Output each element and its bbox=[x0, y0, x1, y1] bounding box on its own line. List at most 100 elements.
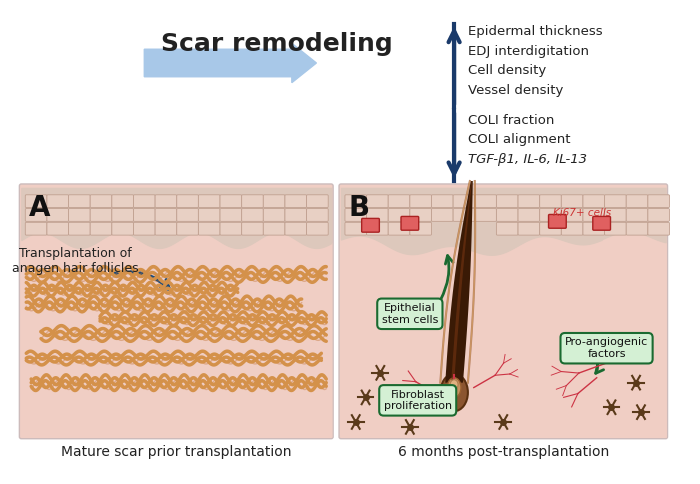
Polygon shape bbox=[445, 181, 472, 383]
FancyBboxPatch shape bbox=[583, 209, 605, 221]
FancyArrow shape bbox=[144, 44, 316, 83]
FancyBboxPatch shape bbox=[475, 209, 496, 221]
FancyBboxPatch shape bbox=[241, 195, 263, 208]
Ellipse shape bbox=[450, 379, 458, 390]
FancyBboxPatch shape bbox=[198, 195, 220, 208]
FancyBboxPatch shape bbox=[605, 222, 626, 235]
FancyBboxPatch shape bbox=[112, 195, 134, 208]
Text: COLI alignment: COLI alignment bbox=[468, 133, 570, 146]
FancyBboxPatch shape bbox=[626, 209, 648, 221]
FancyBboxPatch shape bbox=[25, 209, 47, 221]
Text: B: B bbox=[349, 194, 370, 222]
FancyBboxPatch shape bbox=[69, 222, 90, 235]
FancyBboxPatch shape bbox=[362, 218, 379, 232]
FancyBboxPatch shape bbox=[605, 209, 626, 221]
FancyBboxPatch shape bbox=[176, 209, 198, 221]
FancyBboxPatch shape bbox=[176, 222, 198, 235]
FancyBboxPatch shape bbox=[112, 222, 134, 235]
FancyBboxPatch shape bbox=[648, 209, 669, 221]
FancyBboxPatch shape bbox=[285, 209, 307, 221]
FancyBboxPatch shape bbox=[561, 209, 583, 221]
Ellipse shape bbox=[447, 378, 461, 397]
FancyBboxPatch shape bbox=[134, 209, 155, 221]
FancyBboxPatch shape bbox=[220, 195, 242, 208]
FancyBboxPatch shape bbox=[47, 195, 69, 208]
FancyBboxPatch shape bbox=[410, 209, 431, 221]
FancyBboxPatch shape bbox=[69, 209, 90, 221]
FancyBboxPatch shape bbox=[198, 209, 220, 221]
FancyBboxPatch shape bbox=[25, 195, 47, 208]
FancyBboxPatch shape bbox=[518, 209, 540, 221]
Text: Pro-angiogenic
factors: Pro-angiogenic factors bbox=[565, 337, 648, 359]
FancyBboxPatch shape bbox=[593, 216, 610, 230]
Ellipse shape bbox=[440, 374, 468, 411]
Text: Mature scar prior transplantation: Mature scar prior transplantation bbox=[61, 445, 291, 459]
Text: Epidermal thickness: Epidermal thickness bbox=[468, 25, 603, 38]
FancyBboxPatch shape bbox=[134, 195, 155, 208]
FancyBboxPatch shape bbox=[90, 195, 112, 208]
FancyBboxPatch shape bbox=[496, 209, 518, 221]
FancyBboxPatch shape bbox=[134, 222, 155, 235]
FancyBboxPatch shape bbox=[389, 222, 410, 235]
Text: Epithelial
stem cells: Epithelial stem cells bbox=[382, 303, 438, 325]
FancyBboxPatch shape bbox=[583, 195, 605, 208]
FancyBboxPatch shape bbox=[90, 222, 112, 235]
Text: EDJ interdigitation: EDJ interdigitation bbox=[468, 45, 589, 58]
FancyBboxPatch shape bbox=[583, 222, 605, 235]
Text: TGF-β1, IL-6, IL-13: TGF-β1, IL-6, IL-13 bbox=[468, 153, 587, 166]
FancyBboxPatch shape bbox=[285, 195, 307, 208]
Text: COLI fraction: COLI fraction bbox=[468, 114, 554, 126]
Text: Cell density: Cell density bbox=[468, 64, 546, 77]
FancyBboxPatch shape bbox=[220, 222, 242, 235]
FancyBboxPatch shape bbox=[155, 222, 176, 235]
FancyBboxPatch shape bbox=[367, 209, 389, 221]
FancyBboxPatch shape bbox=[339, 184, 668, 439]
FancyBboxPatch shape bbox=[648, 222, 669, 235]
FancyBboxPatch shape bbox=[155, 209, 176, 221]
FancyBboxPatch shape bbox=[198, 222, 220, 235]
FancyBboxPatch shape bbox=[389, 195, 410, 208]
Text: Fibroblast
proliferation: Fibroblast proliferation bbox=[384, 390, 452, 411]
FancyBboxPatch shape bbox=[561, 195, 583, 208]
Text: A: A bbox=[29, 194, 50, 222]
FancyBboxPatch shape bbox=[431, 195, 453, 208]
FancyBboxPatch shape bbox=[389, 209, 410, 221]
FancyBboxPatch shape bbox=[307, 222, 328, 235]
FancyBboxPatch shape bbox=[307, 209, 328, 221]
FancyBboxPatch shape bbox=[453, 209, 475, 221]
FancyBboxPatch shape bbox=[540, 195, 561, 208]
FancyBboxPatch shape bbox=[345, 222, 367, 235]
FancyBboxPatch shape bbox=[90, 209, 112, 221]
FancyBboxPatch shape bbox=[69, 195, 90, 208]
FancyBboxPatch shape bbox=[263, 195, 285, 208]
FancyBboxPatch shape bbox=[241, 209, 263, 221]
FancyBboxPatch shape bbox=[561, 222, 583, 235]
FancyBboxPatch shape bbox=[345, 195, 367, 208]
Polygon shape bbox=[452, 181, 472, 383]
FancyBboxPatch shape bbox=[605, 195, 626, 208]
FancyBboxPatch shape bbox=[540, 209, 561, 221]
FancyBboxPatch shape bbox=[263, 209, 285, 221]
FancyBboxPatch shape bbox=[241, 222, 263, 235]
FancyBboxPatch shape bbox=[401, 216, 419, 230]
FancyBboxPatch shape bbox=[112, 209, 134, 221]
FancyBboxPatch shape bbox=[285, 222, 307, 235]
FancyBboxPatch shape bbox=[626, 222, 648, 235]
FancyBboxPatch shape bbox=[475, 195, 496, 208]
FancyBboxPatch shape bbox=[47, 222, 69, 235]
Text: 6 months post-transplantation: 6 months post-transplantation bbox=[398, 445, 609, 459]
FancyBboxPatch shape bbox=[367, 222, 389, 235]
FancyBboxPatch shape bbox=[345, 209, 367, 221]
FancyBboxPatch shape bbox=[307, 195, 328, 208]
FancyBboxPatch shape bbox=[47, 209, 69, 221]
FancyBboxPatch shape bbox=[453, 195, 475, 208]
Text: Scar remodeling: Scar remodeling bbox=[161, 31, 393, 56]
Text: Vessel density: Vessel density bbox=[468, 84, 564, 97]
FancyBboxPatch shape bbox=[518, 222, 540, 235]
FancyBboxPatch shape bbox=[540, 222, 561, 235]
FancyBboxPatch shape bbox=[496, 195, 518, 208]
FancyBboxPatch shape bbox=[263, 222, 285, 235]
FancyBboxPatch shape bbox=[367, 195, 389, 208]
Text: Ki67+ cells: Ki67+ cells bbox=[554, 209, 612, 218]
FancyBboxPatch shape bbox=[549, 214, 566, 228]
